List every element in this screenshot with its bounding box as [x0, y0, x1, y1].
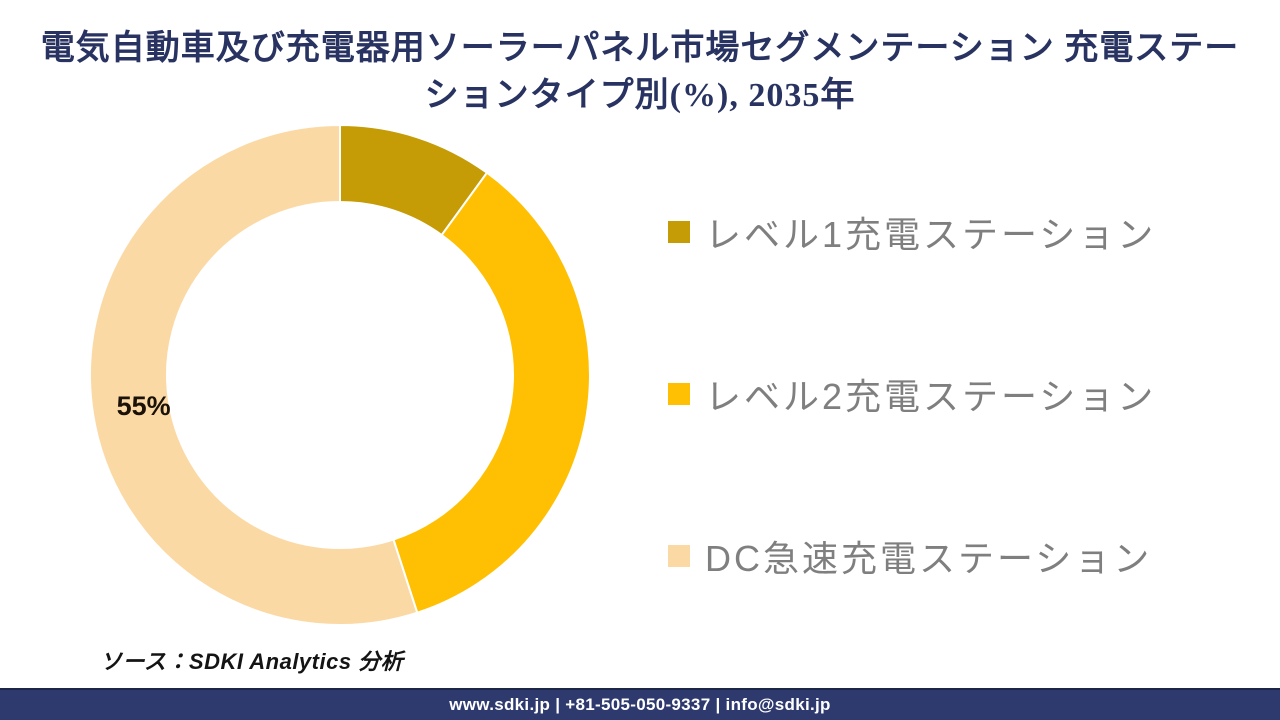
donut-chart: 55%	[82, 117, 598, 633]
legend-label-dc-fast: DC急速充電ステーション	[705, 538, 1153, 579]
legend-swatch-level2	[668, 383, 690, 405]
legend-item-level1: レベル1充電ステーション	[668, 206, 1156, 258]
source-note: ソース：SDKI Analytics 分析	[100, 649, 404, 674]
slice-data-label: 55%	[117, 391, 171, 421]
legend-item-dc-fast: DC急速充電ステーション	[668, 530, 1156, 582]
legend-swatch-level1	[668, 221, 690, 243]
footer-contact-text: www.sdki.jp | +81-505-050-9337 | info@sd…	[449, 695, 831, 714]
legend-swatch-dc-fast	[668, 545, 690, 567]
legend-item-level2: レベル2充電ステーション	[668, 368, 1156, 420]
chart-legend: レベル1充電ステーション レベル2充電ステーション DC急速充電ステーション	[668, 206, 1156, 582]
legend-label-level1: レベル1充電ステーション	[705, 214, 1157, 255]
donut-segment-1	[392, 171, 591, 615]
donut-segment-2	[88, 123, 419, 626]
footer-bar: www.sdki.jp | +81-505-050-9337 | info@sd…	[0, 688, 1280, 720]
donut-chart-svg: 55%	[88, 123, 591, 626]
legend-label-level2: レベル2充電ステーション	[705, 376, 1157, 417]
page-title: 電気自動車及び充電器用ソーラーパネル市場セグメンテーション 充電ステーションタイ…	[40, 30, 1240, 114]
